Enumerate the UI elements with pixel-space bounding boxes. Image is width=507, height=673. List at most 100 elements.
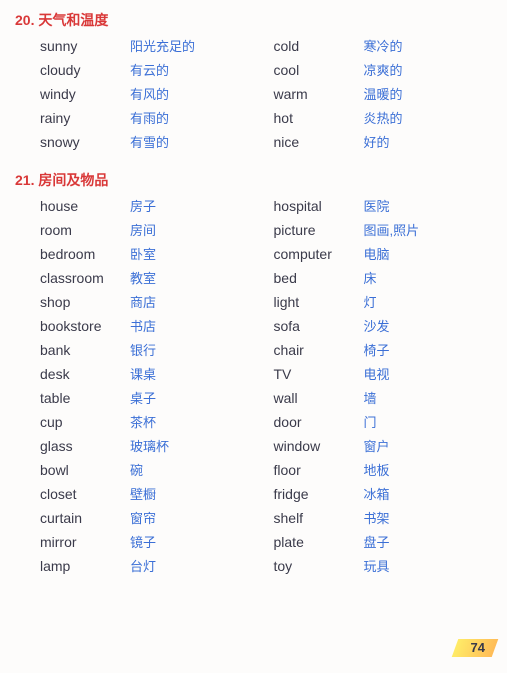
chinese-translation: 书店 [130, 316, 156, 335]
english-word: picture [274, 222, 364, 238]
english-word: hot [274, 110, 364, 126]
english-word: door [274, 414, 364, 430]
chinese-translation: 房间 [130, 220, 156, 239]
vocab-row: bedroom卧室 [30, 244, 254, 263]
english-word: glass [40, 438, 130, 454]
english-word: plate [274, 534, 364, 550]
vocab-row: glass玻璃杯 [30, 436, 254, 455]
vocab-row: cold寒冷的 [264, 36, 488, 55]
english-word: cup [40, 414, 130, 430]
english-word: fridge [274, 486, 364, 502]
vocab-row: bed床 [264, 268, 488, 287]
english-word: curtain [40, 510, 130, 526]
vocab-row: warm温暖的 [264, 84, 488, 103]
english-word: table [40, 390, 130, 406]
vocab-row: nice好的 [264, 132, 488, 151]
english-word: floor [274, 462, 364, 478]
english-word: cool [274, 62, 364, 78]
english-word: bookstore [40, 318, 130, 334]
chinese-translation: 有云的 [130, 60, 169, 79]
chinese-translation: 冰箱 [364, 484, 390, 503]
english-word: windy [40, 86, 130, 102]
chinese-translation: 壁橱 [130, 484, 156, 503]
vocab-col-right: cold寒冷的cool凉爽的warm温暖的hot炎热的nice好的 [264, 36, 488, 156]
vocab-row: chair椅子 [264, 340, 488, 359]
vocab-col-left: house房子room房间bedroom卧室classroom教室shop商店b… [30, 196, 254, 580]
vocab-row: mirror镜子 [30, 532, 254, 551]
english-word: lamp [40, 558, 130, 574]
vocab-row: floor地板 [264, 460, 488, 479]
vocab-row: room房间 [30, 220, 254, 239]
vocab-row: snowy有雪的 [30, 132, 254, 151]
english-word: mirror [40, 534, 130, 550]
chinese-translation: 窗帘 [130, 508, 156, 527]
vocab-section: 20. 天气和温度sunny阳光充足的cloudy有云的windy有风的rain… [30, 10, 487, 156]
chinese-translation: 阳光充足的 [130, 36, 195, 55]
english-word: closet [40, 486, 130, 502]
vocab-row: windy有风的 [30, 84, 254, 103]
vocab-row: curtain窗帘 [30, 508, 254, 527]
chinese-translation: 镜子 [130, 532, 156, 551]
english-word: bank [40, 342, 130, 358]
english-word: bedroom [40, 246, 130, 262]
vocab-row: sofa沙发 [264, 316, 488, 335]
english-word: rainy [40, 110, 130, 126]
chinese-translation: 银行 [130, 340, 156, 359]
section-title: 21. 房间及物品 [15, 170, 487, 190]
vocab-grid: house房子room房间bedroom卧室classroom教室shop商店b… [30, 196, 487, 580]
english-word: TV [274, 366, 364, 382]
vocab-row: light灯 [264, 292, 488, 311]
vocab-row: desk课桌 [30, 364, 254, 383]
english-word: wall [274, 390, 364, 406]
vocab-row: door门 [264, 412, 488, 431]
english-word: chair [274, 342, 364, 358]
chinese-translation: 房子 [130, 196, 156, 215]
vocab-row: window窗户 [264, 436, 488, 455]
vocab-row: table桌子 [30, 388, 254, 407]
vocab-row: wall墙 [264, 388, 488, 407]
chinese-translation: 椅子 [364, 340, 390, 359]
vocab-row: hot炎热的 [264, 108, 488, 127]
chinese-translation: 墙 [364, 388, 377, 407]
english-word: house [40, 198, 130, 214]
chinese-translation: 卧室 [130, 244, 156, 263]
chinese-translation: 书架 [364, 508, 390, 527]
chinese-translation: 寒冷的 [364, 36, 403, 55]
chinese-translation: 沙发 [364, 316, 390, 335]
vocab-row: cup茶杯 [30, 412, 254, 431]
chinese-translation: 医院 [364, 196, 390, 215]
chinese-translation: 教室 [130, 268, 156, 287]
english-word: window [274, 438, 364, 454]
vocab-row: cool凉爽的 [264, 60, 488, 79]
chinese-translation: 电脑 [364, 244, 390, 263]
english-word: bowl [40, 462, 130, 478]
vocab-row: rainy有雨的 [30, 108, 254, 127]
vocab-row: bank银行 [30, 340, 254, 359]
vocab-row: computer电脑 [264, 244, 488, 263]
vocab-section: 21. 房间及物品house房子room房间bedroom卧室classroom… [30, 170, 487, 580]
chinese-translation: 有风的 [130, 84, 169, 103]
section-title: 20. 天气和温度 [15, 10, 487, 30]
english-word: room [40, 222, 130, 238]
chinese-translation: 门 [364, 412, 377, 431]
vocab-col-right: hospital医院 picture图画,照片 computer电脑 bed床 ligh… [264, 196, 488, 580]
chinese-translation: 温暖的 [364, 84, 403, 103]
chinese-translation: 好的 [364, 132, 390, 151]
vocab-row: plate盘子 [264, 532, 488, 551]
english-word: desk [40, 366, 130, 382]
page-number: 74 [471, 640, 485, 655]
english-word: cold [274, 38, 364, 54]
chinese-translation: 图画,照片 [364, 220, 420, 239]
english-word: light [274, 294, 364, 310]
english-word: bed [274, 270, 364, 286]
vocab-row: sunny阳光充足的 [30, 36, 254, 55]
chinese-translation: 茶杯 [130, 412, 156, 431]
vocab-row: shelf书架 [264, 508, 488, 527]
english-word: snowy [40, 134, 130, 150]
vocab-row: cloudy有云的 [30, 60, 254, 79]
vocab-row: hospital医院 [264, 196, 488, 215]
vocab-row: closet壁橱 [30, 484, 254, 503]
chinese-translation: 凉爽的 [364, 60, 403, 79]
vocab-row: shop商店 [30, 292, 254, 311]
vocab-row: bowl碗 [30, 460, 254, 479]
